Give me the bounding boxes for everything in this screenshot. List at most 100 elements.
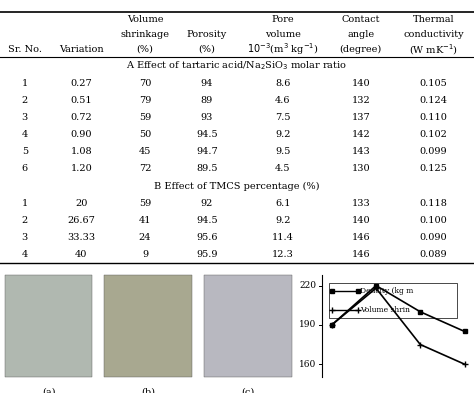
Text: 50: 50 xyxy=(139,130,151,139)
Text: 3: 3 xyxy=(22,113,28,122)
Text: 1: 1 xyxy=(22,79,28,88)
Text: 0.100: 0.100 xyxy=(419,216,447,225)
Text: 137: 137 xyxy=(351,113,370,122)
Text: 59: 59 xyxy=(139,199,151,208)
Bar xyxy=(5,275,92,377)
Bar xyxy=(204,275,292,377)
Text: 6: 6 xyxy=(22,164,28,173)
Text: volume: volume xyxy=(265,30,301,39)
Text: 9.2: 9.2 xyxy=(275,216,291,225)
Text: A Effect of tartaric acid/Na$_2$SiO$_3$ molar ratio: A Effect of tartaric acid/Na$_2$SiO$_3$ … xyxy=(127,59,347,72)
Text: 24: 24 xyxy=(139,233,151,242)
Text: 5: 5 xyxy=(22,147,28,156)
Text: 0.105: 0.105 xyxy=(419,79,447,88)
Text: Sr. No.: Sr. No. xyxy=(8,45,42,54)
Text: (W mK$^{-1}$): (W mK$^{-1}$) xyxy=(409,42,458,57)
Text: 0.118: 0.118 xyxy=(419,199,447,208)
Text: (b): (b) xyxy=(141,387,155,393)
Text: 26.67: 26.67 xyxy=(67,216,95,225)
Text: Volume: Volume xyxy=(127,15,163,24)
Text: 7.5: 7.5 xyxy=(275,113,291,122)
Text: 3: 3 xyxy=(22,233,28,242)
Text: 4.6: 4.6 xyxy=(275,96,291,105)
Text: 133: 133 xyxy=(351,199,370,208)
Text: conductivity: conductivity xyxy=(403,30,464,39)
Text: 0.090: 0.090 xyxy=(419,233,447,242)
Text: 143: 143 xyxy=(351,147,370,156)
Text: 94.5: 94.5 xyxy=(196,130,218,139)
Text: 130: 130 xyxy=(352,164,370,173)
Text: 0.125: 0.125 xyxy=(419,164,447,173)
Text: 72: 72 xyxy=(139,164,151,173)
Text: 1.20: 1.20 xyxy=(71,164,92,173)
Text: 94.7: 94.7 xyxy=(196,147,218,156)
Text: 11.4: 11.4 xyxy=(272,233,294,242)
Text: 95.9: 95.9 xyxy=(196,250,218,259)
Text: 40: 40 xyxy=(75,250,88,259)
Text: 70: 70 xyxy=(139,79,151,88)
Bar xyxy=(104,275,192,377)
Text: 93: 93 xyxy=(201,113,213,122)
Text: 94.5: 94.5 xyxy=(196,216,218,225)
Text: 92: 92 xyxy=(201,199,213,208)
Text: 0.102: 0.102 xyxy=(419,130,447,139)
Text: 132: 132 xyxy=(351,96,370,105)
Text: 0.72: 0.72 xyxy=(71,113,92,122)
Text: B Effect of TMCS percentage (%): B Effect of TMCS percentage (%) xyxy=(154,182,320,191)
Text: 160: 160 xyxy=(300,360,317,369)
Text: Pore: Pore xyxy=(272,15,294,24)
Text: 59: 59 xyxy=(139,113,151,122)
Text: 0.51: 0.51 xyxy=(71,96,92,105)
Text: 8.6: 8.6 xyxy=(275,79,291,88)
Text: 0.90: 0.90 xyxy=(71,130,92,139)
Bar xyxy=(329,283,457,318)
Text: Density (kg m: Density (kg m xyxy=(360,287,414,295)
Text: (%): (%) xyxy=(137,45,154,54)
Text: 2: 2 xyxy=(22,96,28,105)
Text: 220: 220 xyxy=(300,281,317,290)
Text: 89.5: 89.5 xyxy=(196,164,218,173)
Text: 146: 146 xyxy=(352,250,370,259)
Text: 9.2: 9.2 xyxy=(275,130,291,139)
Text: 0.099: 0.099 xyxy=(419,147,447,156)
Text: 89: 89 xyxy=(201,96,213,105)
Text: 1: 1 xyxy=(22,199,28,208)
Text: (a): (a) xyxy=(42,387,55,393)
Text: 1.08: 1.08 xyxy=(71,147,92,156)
Text: 140: 140 xyxy=(352,79,370,88)
Text: 45: 45 xyxy=(139,147,151,156)
Text: Variation: Variation xyxy=(59,45,104,54)
Text: 6.1: 6.1 xyxy=(275,199,291,208)
Text: 142: 142 xyxy=(351,130,370,139)
Text: 20: 20 xyxy=(75,199,88,208)
Text: Contact: Contact xyxy=(342,15,380,24)
Text: (c): (c) xyxy=(241,387,254,393)
Text: Volume shrin: Volume shrin xyxy=(360,307,410,314)
Text: 41: 41 xyxy=(139,216,151,225)
Text: $10^{-3}$(m$^3$ kg$^{-1}$): $10^{-3}$(m$^3$ kg$^{-1}$) xyxy=(247,41,319,57)
Text: angle: angle xyxy=(347,30,374,39)
Text: 12.3: 12.3 xyxy=(272,250,294,259)
Text: 0.089: 0.089 xyxy=(419,250,447,259)
Text: 4.5: 4.5 xyxy=(275,164,291,173)
Text: Porosity: Porosity xyxy=(187,30,227,39)
Text: Thermal: Thermal xyxy=(412,15,454,24)
Text: 190: 190 xyxy=(300,320,317,329)
Text: 0.110: 0.110 xyxy=(419,113,447,122)
Text: 2: 2 xyxy=(22,216,28,225)
Text: 140: 140 xyxy=(352,216,370,225)
Text: 4: 4 xyxy=(22,250,28,259)
Text: (%): (%) xyxy=(199,45,215,54)
Text: 33.33: 33.33 xyxy=(67,233,95,242)
Text: Volume shrin: Volume shrin xyxy=(360,307,410,314)
Text: 9: 9 xyxy=(142,250,148,259)
Text: Density (kg m: Density (kg m xyxy=(360,287,414,295)
Text: 146: 146 xyxy=(352,233,370,242)
Text: 0.124: 0.124 xyxy=(419,96,447,105)
Text: 9.5: 9.5 xyxy=(275,147,291,156)
Text: 95.6: 95.6 xyxy=(196,233,218,242)
Text: 79: 79 xyxy=(139,96,151,105)
Text: 94: 94 xyxy=(201,79,213,88)
Text: 0.27: 0.27 xyxy=(71,79,92,88)
Text: 4: 4 xyxy=(22,130,28,139)
